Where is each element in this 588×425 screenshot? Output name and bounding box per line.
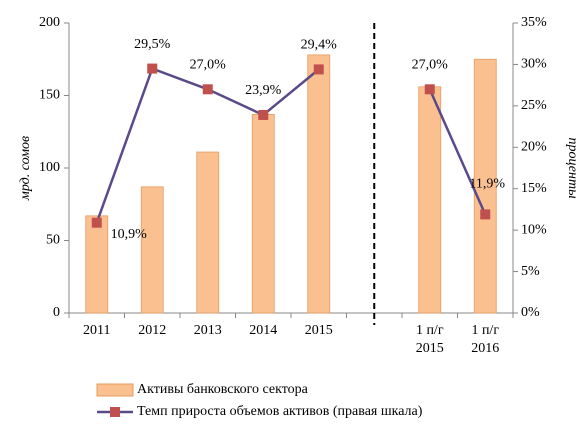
y-tick-label: 150 — [39, 88, 60, 103]
x-tick-label: 2012 — [138, 323, 167, 338]
data-label: 10,9% — [111, 227, 148, 242]
legend-swatch — [96, 383, 134, 397]
y2-tick-label: 20% — [521, 140, 547, 155]
y2-tick-label: 35% — [521, 15, 547, 30]
x-tick-label: 2014 — [249, 323, 278, 338]
marker — [91, 217, 102, 228]
y2-tick-label: 25% — [521, 98, 547, 113]
legend-marker — [110, 407, 120, 417]
marker — [258, 109, 269, 120]
y-tick-label: 50 — [46, 233, 60, 248]
bar — [307, 54, 331, 314]
x-tick-label: 2011 — [83, 323, 111, 338]
y2-tick-label: 5% — [521, 264, 540, 279]
data-label: 29,4% — [301, 38, 338, 53]
legend-label: Темп прироста объемов активов (правая шк… — [137, 404, 423, 419]
bar — [196, 151, 220, 314]
marker — [424, 84, 435, 95]
data-label: 29,5% — [134, 37, 171, 52]
data-label: 11,9% — [469, 177, 505, 192]
data-label: 27,0% — [412, 58, 449, 73]
y2-tick-label: 10% — [521, 222, 547, 237]
y-tick-label: 0 — [53, 305, 60, 320]
x-tick-label: 2015 — [304, 323, 333, 338]
x-tick-label: 1 п/г 2016 — [471, 323, 500, 356]
y2-axis-label: проценты — [565, 137, 580, 198]
marker — [147, 63, 158, 74]
marker — [313, 64, 324, 75]
marker — [202, 84, 213, 95]
bar — [418, 86, 442, 314]
y2-tick-label: 15% — [521, 181, 547, 196]
legend-label: Активы банковского сектора — [137, 382, 309, 397]
y-tick-label: 100 — [39, 160, 60, 175]
bar — [473, 58, 497, 314]
y-tick-label: 200 — [39, 15, 60, 30]
bar — [85, 215, 109, 314]
x-tick-label: 1 п/г 2015 — [415, 323, 444, 356]
marker — [480, 209, 491, 220]
y-axis-label: мрд. сомов — [18, 136, 33, 201]
y2-tick-label: 0% — [521, 305, 540, 320]
bar — [140, 186, 164, 314]
data-label: 23,9% — [245, 83, 282, 98]
data-label: 27,0% — [190, 58, 227, 73]
x-tick-label: 2013 — [193, 323, 222, 338]
y2-tick-label: 30% — [521, 57, 547, 72]
bar — [251, 113, 275, 314]
